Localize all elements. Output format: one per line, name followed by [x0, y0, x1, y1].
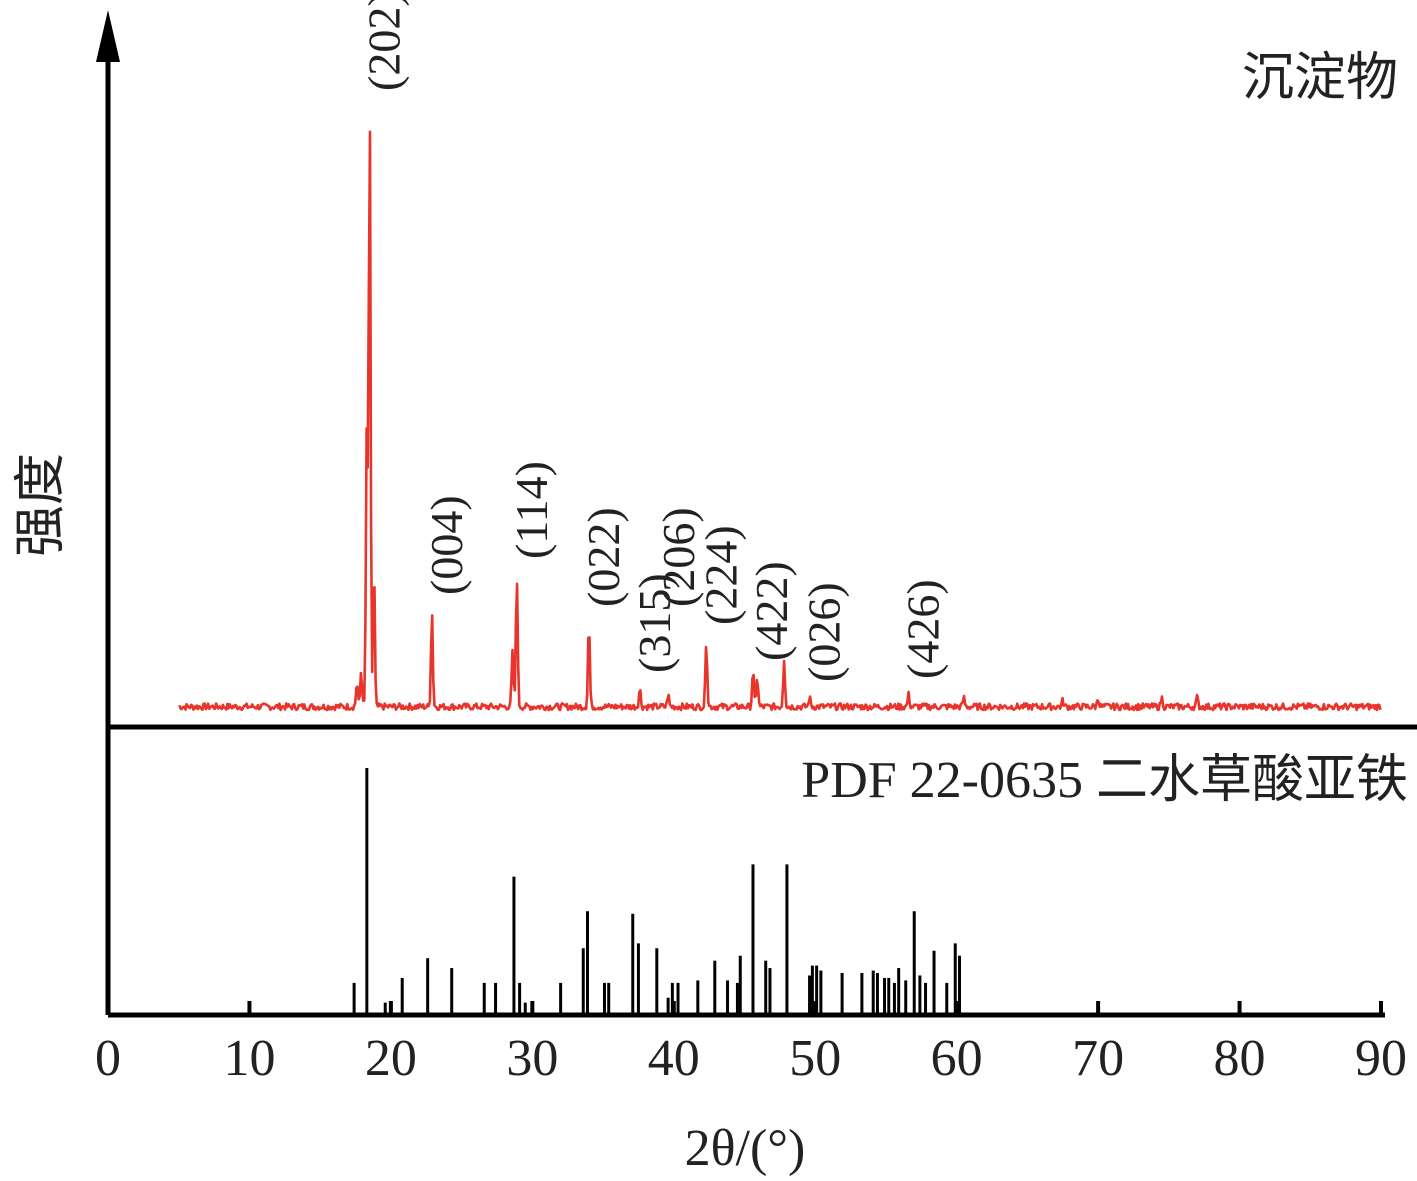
sample-pattern-line: [178, 130, 1382, 712]
x-axis-title: 2θ/(°): [685, 1120, 806, 1177]
legend-sample-label: 沉淀物: [1242, 50, 1398, 107]
peak-label: (224): [695, 525, 746, 625]
x-tick-label: 10: [223, 1030, 275, 1087]
x-tick-label: 30: [506, 1030, 558, 1087]
y-axis-arrow-icon: [96, 10, 120, 62]
x-tick-label: 60: [931, 1030, 983, 1087]
x-tick-label: 0: [95, 1030, 121, 1087]
peak-labels: (202) (004) (114) (022)(315)(206)(224) (422)…: [359, 0, 949, 682]
peak-label: (004): [421, 495, 472, 595]
peak-label: (206): [653, 507, 704, 607]
peak-label: (426): [898, 579, 949, 679]
peak-label: (026): [799, 582, 850, 682]
x-tick-label: 90: [1355, 1030, 1407, 1087]
series-sample: [178, 130, 1382, 712]
x-tick-label: 40: [648, 1030, 700, 1087]
peak-label: (315): [629, 573, 680, 673]
x-tick-label: 50: [789, 1030, 841, 1087]
y-axis-title: 强度: [13, 453, 70, 557]
peak-label: (202): [359, 0, 410, 91]
peak-label: (114): [506, 461, 557, 559]
peak-label: (422): [746, 561, 797, 661]
x-tick-label: 80: [1214, 1030, 1266, 1087]
series-pdf-reference: [352, 768, 961, 1015]
legend-pdf-label: PDF 22-0635 二水草酸亚铁: [801, 752, 1408, 809]
peak-label: (022): [578, 507, 629, 607]
x-tick-label: 20: [365, 1030, 417, 1087]
x-tick-label: 70: [1072, 1030, 1124, 1087]
